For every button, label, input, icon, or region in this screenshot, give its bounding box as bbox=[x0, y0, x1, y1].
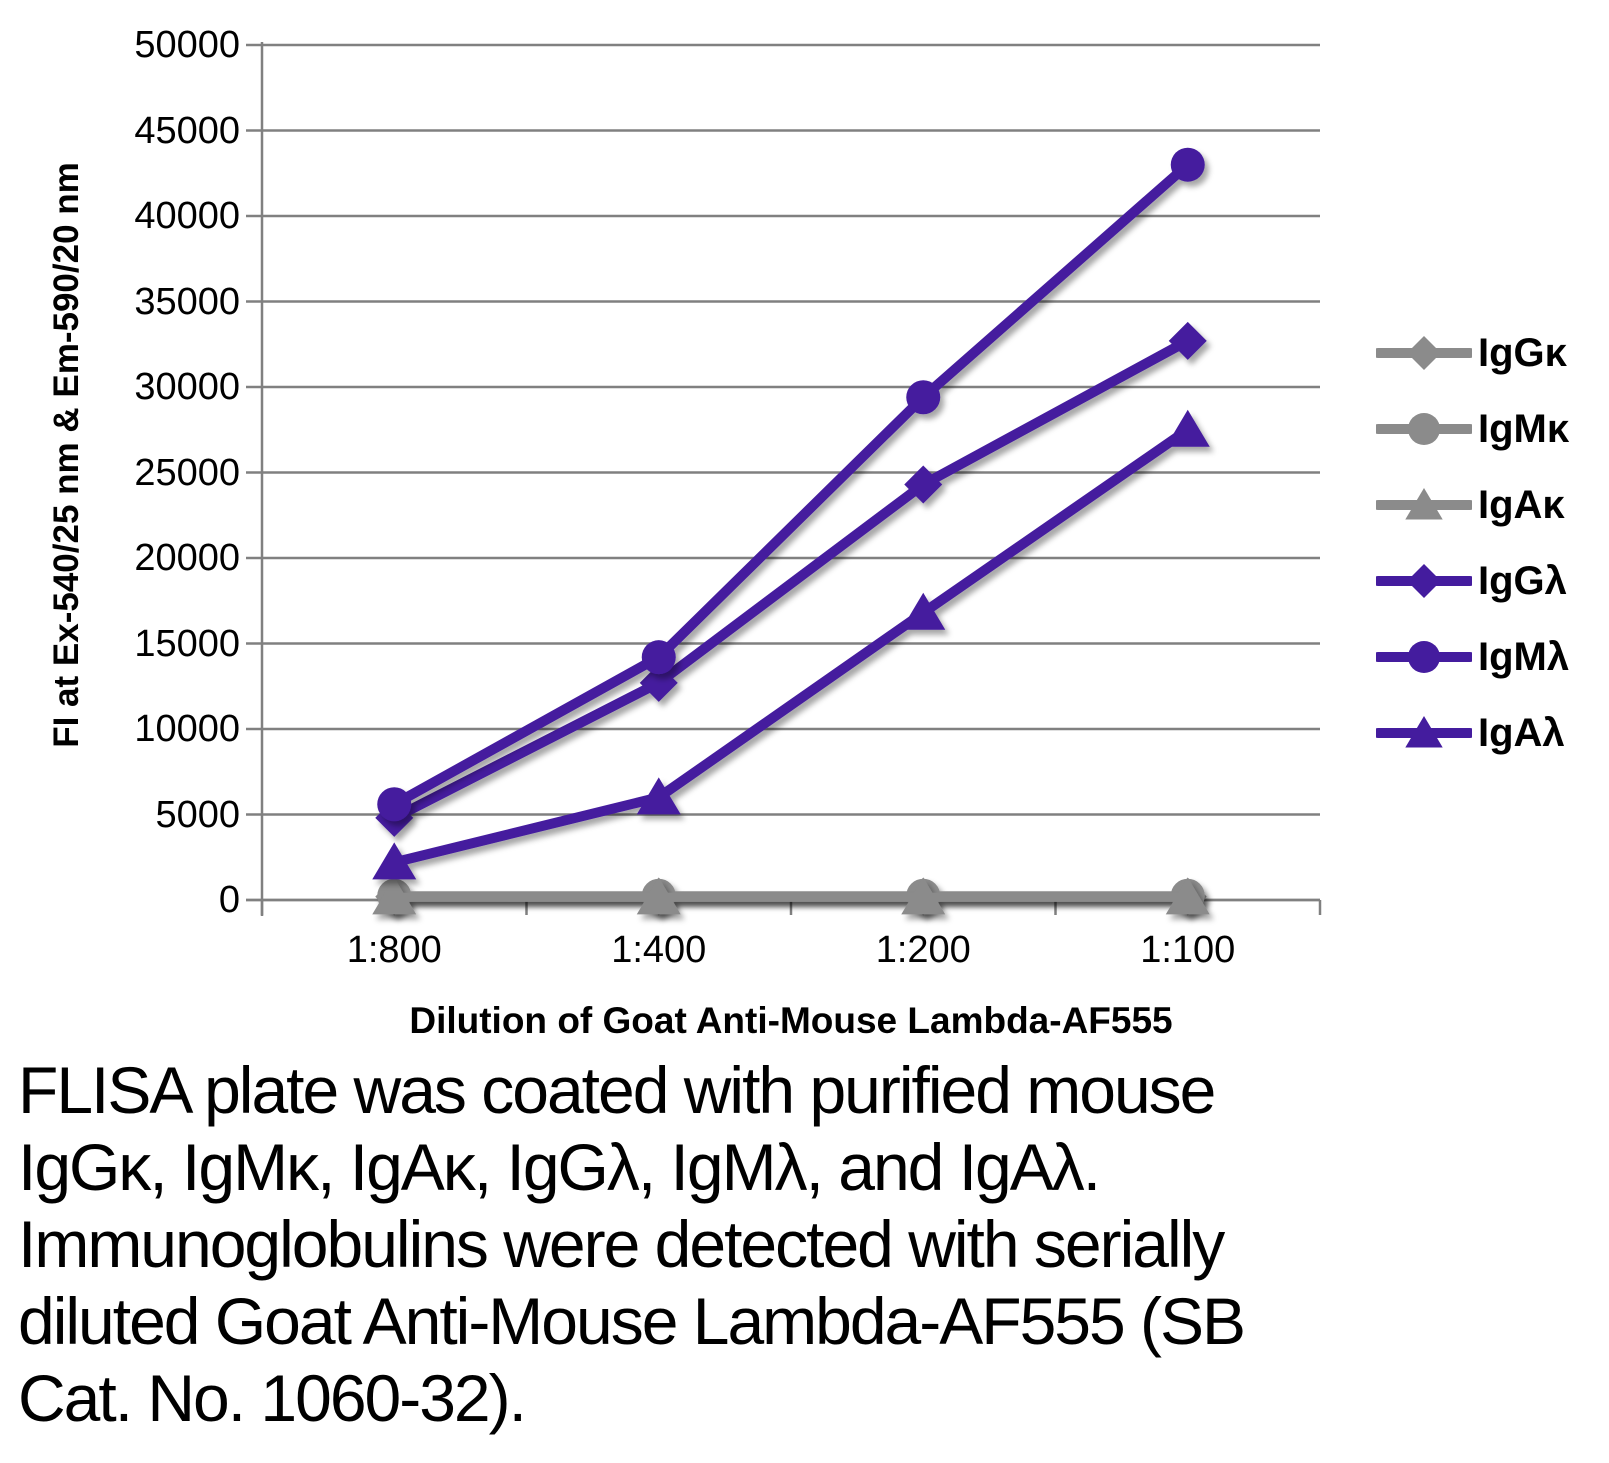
y-tick-label: 45000 bbox=[134, 109, 240, 152]
legend-item: IgGλ bbox=[1376, 543, 1569, 619]
chart-legend: IgGκ IgMκ IgAκ IgGλ IgMλ IgAλ bbox=[1376, 315, 1569, 771]
circle-legend-marker-icon bbox=[1376, 413, 1472, 445]
y-tick-label: 50000 bbox=[134, 24, 240, 66]
legend-label: IgGκ bbox=[1478, 330, 1567, 375]
caption-line: diluted Goat Anti-Mouse Lambda-AF555 (SB bbox=[18, 1284, 1246, 1358]
caption-line: Immunoglobulins were detected with seria… bbox=[18, 1207, 1225, 1281]
diamond-legend-marker-icon bbox=[1376, 336, 1472, 370]
y-tick-label: 35000 bbox=[134, 280, 240, 323]
legend-label: IgMκ bbox=[1478, 406, 1570, 451]
legend-item: IgGκ bbox=[1376, 315, 1569, 391]
legend-item: IgAλ bbox=[1376, 695, 1569, 771]
caption-line: FLISA plate was coated with purified mou… bbox=[18, 1053, 1216, 1127]
triangle-legend-marker-icon bbox=[1376, 488, 1472, 520]
y-tick-label: 30000 bbox=[134, 366, 240, 408]
plot-area bbox=[246, 42, 1322, 916]
y-tick-label: 15000 bbox=[134, 622, 240, 665]
legend-item: IgMλ bbox=[1376, 619, 1569, 695]
legend-label: IgMλ bbox=[1478, 634, 1570, 679]
y-tick-label: 20000 bbox=[134, 537, 240, 579]
legend-item: IgAκ bbox=[1376, 467, 1569, 543]
legend-item: IgMκ bbox=[1376, 391, 1569, 467]
diamond-legend-marker-icon bbox=[1376, 564, 1472, 598]
x-tick-label: 1:200 bbox=[875, 929, 971, 971]
y-tick-label: 40000 bbox=[134, 195, 240, 237]
figure-caption: FLISA plate was coated with purified mou… bbox=[18, 1052, 1246, 1437]
y-tick-label: 0 bbox=[218, 879, 240, 921]
x-tick-label: 1:400 bbox=[611, 929, 707, 971]
y-tick-label: 10000 bbox=[134, 708, 240, 750]
y-tick-label: 25000 bbox=[134, 451, 240, 494]
legend-label: IgGλ bbox=[1478, 558, 1567, 603]
x-axis-title: Dilution of Goat Anti-Mouse Lambda-AF555 bbox=[409, 1000, 1173, 1041]
legend-label: IgAλ bbox=[1478, 710, 1565, 755]
circle-legend-marker-icon bbox=[1376, 641, 1472, 673]
x-tick-label: 1:100 bbox=[1140, 929, 1236, 971]
triangle-legend-marker-icon bbox=[1376, 716, 1472, 748]
caption-line: IgGκ, IgMκ, IgAκ, IgGλ, IgMλ, and IgAλ. bbox=[18, 1130, 1101, 1204]
caption-line: Cat. No. 1060-32). bbox=[18, 1361, 527, 1435]
y-tick-label: 5000 bbox=[155, 793, 240, 836]
flisa-line-chart: FI at Ex-540/25 nm & Em-590/20 nm Diluti… bbox=[47, 24, 1569, 1041]
x-tick-label: 1:800 bbox=[346, 929, 442, 971]
legend-label: IgAκ bbox=[1478, 482, 1565, 527]
